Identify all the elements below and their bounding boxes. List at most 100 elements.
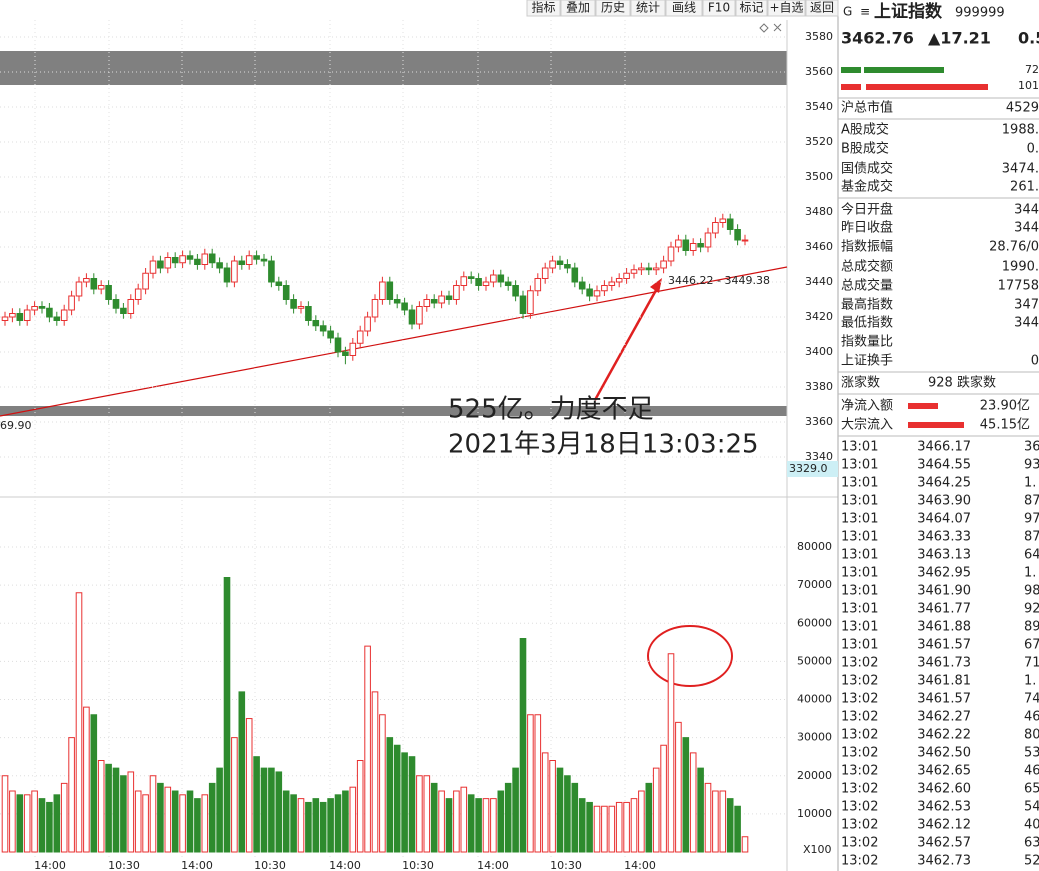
toolbar-button[interactable] bbox=[702, 0, 736, 17]
volume-bar bbox=[726, 798, 734, 853]
trade-price: 3461.81 bbox=[917, 674, 971, 689]
candle-body bbox=[608, 281, 616, 286]
volume-bar bbox=[578, 798, 586, 853]
toolbar-button[interactable] bbox=[665, 0, 703, 17]
toolbar-button[interactable] bbox=[735, 0, 768, 17]
volume-bar bbox=[112, 767, 120, 853]
volume-bar bbox=[1, 775, 9, 853]
trade-time: 13:01 bbox=[841, 440, 878, 455]
toolbar-label[interactable]: 标记 bbox=[739, 1, 763, 15]
volume-bar bbox=[438, 790, 445, 853]
bar bbox=[841, 84, 861, 90]
candle-body bbox=[356, 330, 364, 344]
toolbar-label[interactable]: F10 bbox=[708, 1, 730, 15]
volume-bar bbox=[638, 790, 645, 853]
candle-body bbox=[615, 278, 623, 283]
trade-time: 13:02 bbox=[841, 728, 878, 743]
candle-body bbox=[364, 316, 371, 332]
toolbar-button[interactable] bbox=[767, 0, 806, 17]
pct: 0.5 bbox=[1018, 29, 1039, 48]
candle-body bbox=[704, 232, 712, 248]
volume-bar bbox=[712, 790, 719, 853]
left-label: 69.90 bbox=[0, 419, 32, 432]
trade-price: 3462.95 bbox=[917, 566, 971, 581]
volume-bar bbox=[260, 767, 268, 853]
candle-body bbox=[23, 309, 31, 321]
icon[interactable] bbox=[759, 23, 769, 33]
toolbar-label[interactable]: 统计 bbox=[636, 1, 660, 15]
volume-bar bbox=[342, 790, 349, 853]
candle-body bbox=[16, 313, 24, 321]
volume-bar bbox=[667, 653, 675, 853]
gray-band bbox=[0, 406, 787, 416]
candle-body bbox=[349, 342, 357, 356]
stat-value: 344 bbox=[1014, 316, 1039, 331]
candle-body bbox=[556, 260, 564, 265]
y-tick-label: 3580 bbox=[805, 30, 833, 43]
index-code: 999999 bbox=[955, 6, 1005, 21]
toolbar-label[interactable]: 历史 bbox=[601, 1, 625, 15]
candle-body bbox=[401, 302, 408, 311]
candle-body bbox=[593, 290, 601, 297]
volume-bar bbox=[171, 790, 179, 853]
trade-time: 13:01 bbox=[841, 584, 878, 599]
candle-body bbox=[112, 299, 120, 309]
trade-volume: 80 bbox=[1024, 728, 1039, 743]
candle-body bbox=[75, 281, 83, 297]
candle-body bbox=[497, 274, 505, 283]
flow-label: 大宗流入 bbox=[841, 417, 893, 433]
trade-volume: 46 bbox=[1024, 710, 1039, 725]
candle-body bbox=[601, 285, 608, 292]
toolbar-label[interactable]: 画线 bbox=[672, 1, 696, 15]
toolbar-button[interactable] bbox=[526, 0, 561, 17]
stat-value: 4529 bbox=[1006, 101, 1039, 116]
x-tick-label: 14:00 bbox=[477, 859, 509, 871]
trade-volume: 87 bbox=[1024, 494, 1039, 509]
candle-body bbox=[423, 299, 431, 307]
volume-bar bbox=[497, 790, 505, 853]
toolbar-button[interactable] bbox=[805, 0, 839, 17]
trade-volume: 53 bbox=[1024, 746, 1039, 761]
candle-body bbox=[223, 267, 231, 283]
candle-body bbox=[245, 255, 253, 265]
toolbar-label[interactable]: 返回 bbox=[810, 1, 834, 15]
candle-body bbox=[208, 253, 216, 264]
trade-volume: 98 bbox=[1024, 584, 1039, 599]
trade-time: 13:02 bbox=[841, 818, 878, 833]
stat-label: 总成交额 bbox=[841, 259, 893, 275]
stat-value: 28.76/0 bbox=[989, 240, 1039, 255]
candle-body bbox=[482, 281, 490, 286]
candle-body bbox=[689, 243, 697, 251]
flow-bar bbox=[908, 403, 938, 409]
volume-bar bbox=[149, 775, 157, 853]
volume-bar bbox=[38, 798, 46, 853]
candle-body bbox=[90, 278, 98, 290]
trade-price: 3462.60 bbox=[917, 782, 971, 797]
toolbar-button[interactable] bbox=[560, 0, 596, 17]
toolbar-label[interactable]: 叠加 bbox=[566, 1, 590, 15]
toolbar-button[interactable] bbox=[595, 0, 631, 17]
candle-body bbox=[475, 278, 482, 286]
volume-bar bbox=[475, 798, 482, 853]
stat-value: 261. bbox=[1010, 180, 1039, 195]
candle-body bbox=[460, 276, 468, 286]
toolbar-button[interactable] bbox=[630, 0, 666, 17]
volume-bar bbox=[201, 794, 209, 853]
y-tick-label: 40000 bbox=[797, 693, 832, 706]
stat-label: 总成交量 bbox=[841, 278, 893, 294]
y-tick-label: 3380 bbox=[805, 380, 833, 393]
icon-label: G bbox=[843, 5, 852, 19]
volume-bar bbox=[16, 794, 24, 853]
y-tick-label: 3480 bbox=[805, 205, 833, 218]
toolbar-label[interactable]: +自选 bbox=[769, 1, 803, 15]
close-icon[interactable] bbox=[773, 23, 782, 32]
trade-volume: 1. bbox=[1024, 674, 1036, 689]
cursor-price-box bbox=[787, 461, 838, 477]
stat-value: 344 bbox=[1014, 203, 1039, 218]
stat-value: 1990. bbox=[1002, 260, 1039, 275]
toolbar-label[interactable]: 指标 bbox=[531, 0, 555, 15]
candle-body bbox=[675, 239, 682, 248]
trade-price: 3461.73 bbox=[917, 656, 971, 671]
candle-body bbox=[216, 262, 223, 269]
volume-bar bbox=[268, 767, 275, 853]
